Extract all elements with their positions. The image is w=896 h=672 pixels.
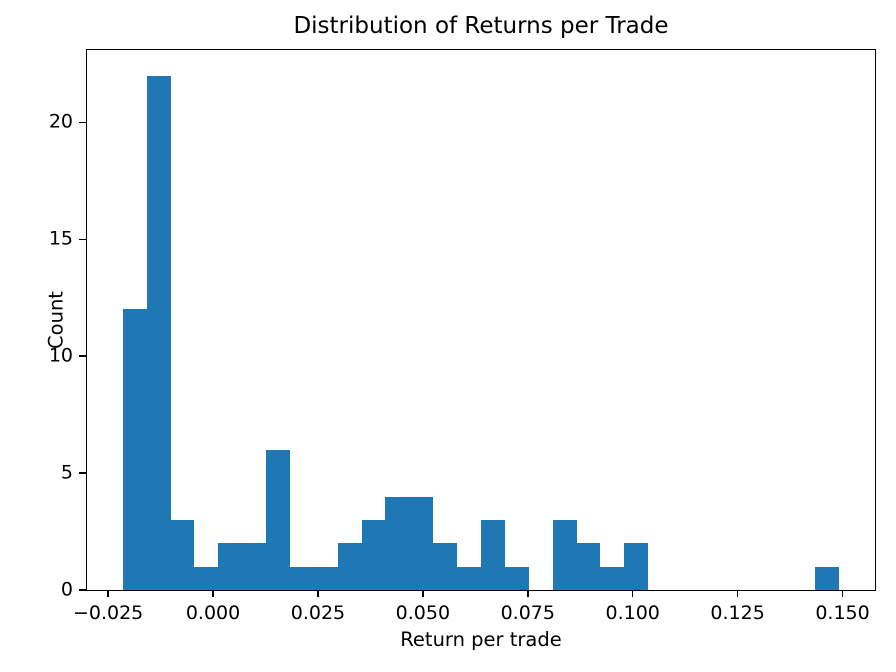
histogram-bar (576, 543, 601, 590)
x-axis-label: Return per trade (400, 628, 562, 651)
x-tick-mark (527, 590, 529, 597)
histogram-bar (289, 566, 314, 590)
x-tick-mark (107, 590, 109, 597)
histogram-bar (361, 519, 386, 590)
histogram-bar (218, 543, 243, 590)
y-tick-label: 0 (60, 578, 73, 601)
histogram-bar (481, 519, 505, 590)
y-tick-label: 5 (60, 461, 73, 484)
histogram-bar (337, 543, 362, 590)
histogram-bar (385, 496, 410, 590)
y-tick-label: 10 (48, 344, 73, 367)
plot-area (87, 50, 875, 590)
x-tick-label: 0.000 (185, 602, 241, 624)
x-tick-label: 0.050 (395, 602, 451, 624)
x-tick-mark (736, 590, 739, 597)
y-tick-mark (79, 238, 86, 241)
histogram-bar (194, 566, 219, 590)
histogram-bar (409, 496, 434, 590)
x-tick-label: 0.150 (815, 602, 870, 624)
histogram-bar (600, 566, 625, 590)
x-tick-mark (631, 590, 634, 597)
x-tick-mark (422, 590, 424, 597)
histogram-bar (266, 449, 290, 590)
y-tick-mark (79, 121, 86, 124)
histogram-bar (146, 75, 171, 590)
histogram-bar (122, 309, 147, 590)
y-tick-label: 20 (48, 111, 73, 134)
x-tick-label: 0.075 (500, 602, 555, 624)
x-tick-label: 0.125 (710, 602, 765, 624)
histogram-bar (433, 543, 458, 590)
y-tick-mark (79, 355, 86, 357)
histogram-bar (242, 543, 267, 590)
histogram-bar (552, 519, 577, 590)
x-tick-mark (841, 590, 844, 597)
x-tick-label: −0.025 (72, 602, 144, 624)
x-tick-mark (212, 590, 214, 597)
chart-title: Distribution of Returns per Trade (293, 13, 669, 39)
y-axis-label: Count (44, 291, 68, 349)
y-tick-mark (79, 472, 86, 474)
x-tick-label: 0.100 (605, 602, 660, 624)
histogram-bar (313, 566, 338, 590)
x-tick-label: 0.025 (290, 602, 346, 624)
histogram-bar (504, 566, 529, 590)
histogram-bar (815, 566, 840, 590)
histogram-bar (170, 519, 195, 590)
histogram-bar (624, 543, 649, 590)
y-tick-mark (79, 589, 86, 591)
histogram-bar (457, 566, 481, 590)
y-tick-label: 15 (48, 227, 73, 250)
x-tick-mark (317, 590, 319, 597)
